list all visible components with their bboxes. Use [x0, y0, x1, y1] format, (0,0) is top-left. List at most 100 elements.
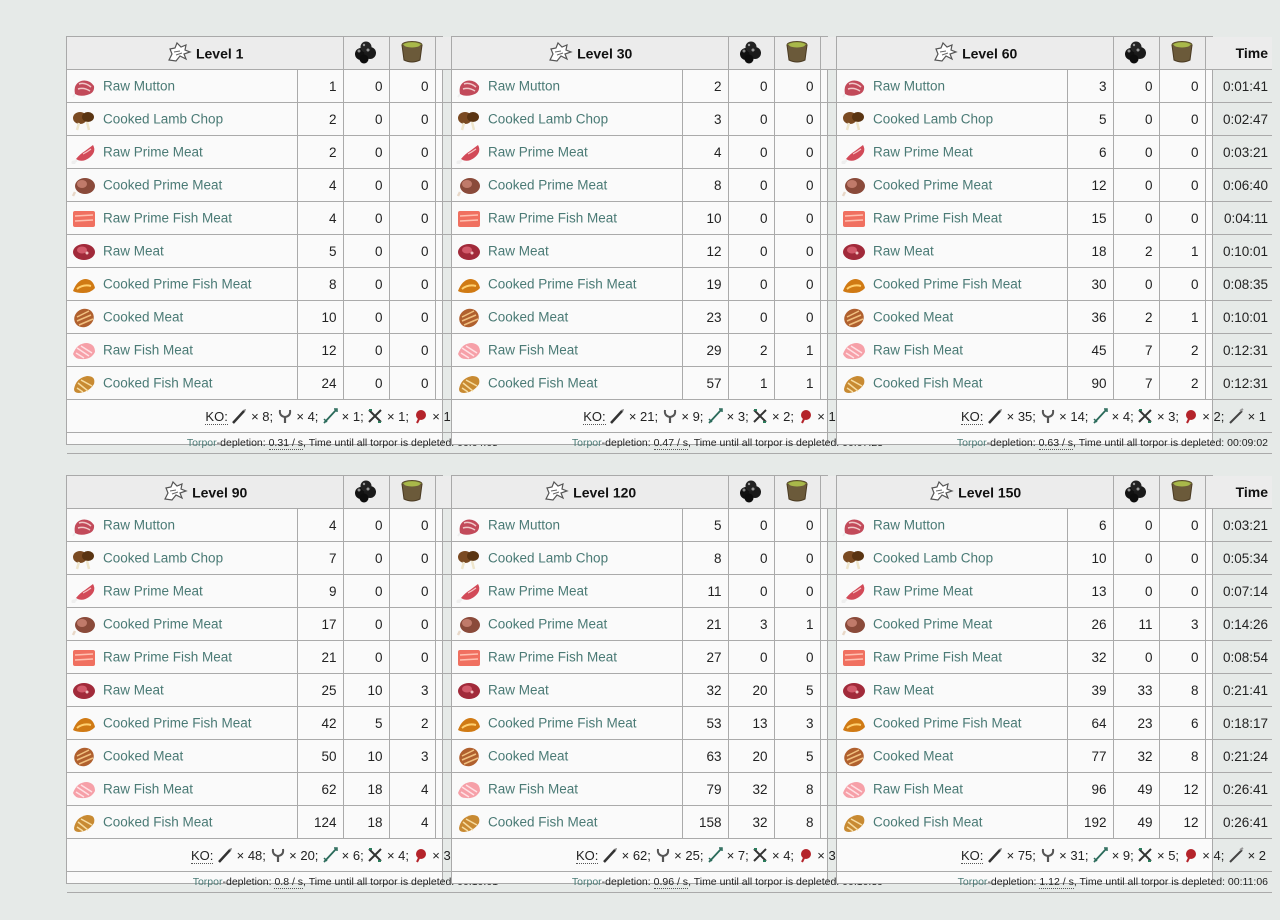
food-link[interactable]: Raw Prime Fish Meat [103, 210, 233, 226]
narcoberry-icon [352, 40, 380, 67]
food-cell: Raw Mutton [837, 508, 1068, 542]
food-link[interactable]: Cooked Prime Meat [873, 177, 993, 193]
food-link[interactable]: Raw Prime Fish Meat [103, 649, 233, 665]
food-cell: Raw Mutton [837, 69, 1068, 103]
torpor-link[interactable]: Torpor [186, 437, 217, 449]
food-link[interactable]: Raw Fish Meat [873, 781, 964, 797]
food-link[interactable]: Cooked Fish Meat [873, 375, 983, 391]
food-link[interactable]: Raw Mutton [873, 517, 946, 533]
food-link[interactable]: Cooked Prime Fish Meat [103, 276, 252, 292]
food-link[interactable]: Cooked Lamb Chop [873, 111, 994, 127]
food-link[interactable]: Cooked Prime Meat [488, 616, 608, 632]
food-link[interactable]: Raw Meat [873, 243, 934, 259]
food-link[interactable]: Raw Mutton [103, 78, 176, 94]
food-cell: Raw Mutton [452, 508, 683, 542]
food-link[interactable]: Raw Prime Fish Meat [873, 649, 1003, 665]
ko-count: × 1; [341, 409, 364, 424]
raw-fish-meat-icon [71, 340, 97, 360]
torpor-link[interactable]: Torpor [956, 437, 987, 449]
food-link[interactable]: Raw Fish Meat [103, 342, 194, 358]
food-link[interactable]: Cooked Prime Fish Meat [103, 715, 252, 731]
food-link[interactable]: Cooked Prime Fish Meat [873, 276, 1022, 292]
food-link[interactable]: Raw Mutton [103, 517, 176, 533]
food-link[interactable]: Raw Meat [873, 682, 934, 698]
time-cell: 0:21:24 [1204, 739, 1273, 773]
food-link[interactable]: Cooked Fish Meat [488, 814, 598, 830]
food-link[interactable]: Cooked Meat [488, 309, 569, 325]
narcoberry-cell: 7 [1112, 333, 1160, 367]
food-link[interactable]: Raw Mutton [873, 78, 946, 94]
raw-prime-meat-icon [456, 581, 482, 604]
food-link[interactable]: Cooked Meat [103, 748, 184, 764]
food-link[interactable]: Cooked Lamb Chop [103, 550, 224, 566]
food-cell: Cooked Lamb Chop [837, 541, 1068, 575]
food-link[interactable]: Cooked Prime Fish Meat [488, 276, 637, 292]
narcotic-cell: 0 [773, 102, 821, 136]
food-link[interactable]: Raw Prime Meat [873, 583, 973, 599]
torpor-link[interactable]: Torpor [957, 876, 988, 888]
food-link[interactable]: Raw Meat [488, 243, 549, 259]
food-link[interactable]: Cooked Prime Meat [103, 177, 223, 193]
food-link[interactable]: Raw Mutton [488, 517, 561, 533]
food-link[interactable]: Cooked Meat [488, 748, 569, 764]
raw-mutton-icon [841, 76, 867, 98]
food-link[interactable]: Raw Meat [103, 682, 164, 698]
torpor-link[interactable]: Torpor [192, 876, 223, 888]
food-link[interactable]: Raw Prime Meat [103, 583, 203, 599]
food-link[interactable]: Cooked Fish Meat [103, 814, 213, 830]
tranq-arrow-icon [707, 408, 723, 424]
level-card: Level 90 Time Raw Mutton 4 0 0 0:02:14 C… [66, 475, 502, 893]
food-link[interactable]: Raw Prime Fish Meat [873, 210, 1003, 226]
food-link[interactable]: Raw Prime Meat [488, 144, 588, 160]
food-link[interactable]: Cooked Fish Meat [103, 375, 213, 391]
food-link[interactable]: Cooked Prime Fish Meat [873, 715, 1022, 731]
quantity-cell: 10 [1066, 541, 1114, 575]
food-link[interactable]: Raw Fish Meat [103, 781, 194, 797]
food-link[interactable]: Raw Prime Meat [488, 583, 588, 599]
table-row: Cooked Fish Meat 57 1 1 0:07:56 [452, 366, 887, 400]
food-link[interactable]: Cooked Prime Fish Meat [488, 715, 637, 731]
food-link[interactable]: Cooked Prime Meat [873, 616, 993, 632]
food-link[interactable]: Cooked Lamb Chop [103, 111, 224, 127]
time-cell: 0:02:47 [1204, 102, 1272, 136]
food-link[interactable]: Raw Prime Meat [873, 144, 973, 160]
food-link[interactable]: Raw Meat [103, 243, 164, 259]
food-cell: Cooked Prime Meat [67, 607, 298, 641]
food-link[interactable]: Cooked Prime Meat [488, 177, 608, 193]
narcoberry-header [1112, 37, 1160, 70]
food-link[interactable]: Raw Prime Fish Meat [488, 649, 618, 665]
narcoberry-icon [352, 479, 380, 506]
ko-row: KO: × 21; × 9; × 3; × 2; × 1; × 1 [452, 399, 887, 433]
narcoberry-cell: 0 [342, 69, 390, 103]
ko-count: × 4; [386, 848, 410, 863]
food-link[interactable]: Raw Meat [488, 682, 549, 698]
food-link[interactable]: Raw Fish Meat [873, 342, 964, 358]
food-link[interactable]: Cooked Prime Meat [103, 616, 223, 632]
slingshot-icon [277, 408, 293, 424]
torpor-text: -depletion: [601, 876, 654, 888]
food-link[interactable]: Cooked Meat [873, 309, 954, 325]
food-link[interactable]: Cooked Meat [103, 309, 184, 325]
taming-table: Level 120 Time Raw Mutton 5 0 0 0:02:47 … [452, 476, 888, 893]
raw-prime-fish-meat-icon [841, 647, 867, 667]
cooked-fish-meat-icon [841, 373, 867, 393]
food-link[interactable]: Cooked Lamb Chop [488, 111, 609, 127]
food-link[interactable]: Raw Fish Meat [488, 342, 579, 358]
torpor-link[interactable]: Torpor [571, 437, 602, 449]
narcotic-icon [399, 39, 425, 68]
table-row: Raw Prime Fish Meat 10 0 0 0:02:47 [452, 201, 887, 235]
food-link[interactable]: Cooked Lamb Chop [488, 550, 609, 566]
food-link[interactable]: Raw Prime Fish Meat [488, 210, 618, 226]
food-link[interactable]: Cooked Fish Meat [488, 375, 598, 391]
food-link[interactable]: Cooked Fish Meat [873, 814, 983, 830]
food-link[interactable]: Raw Mutton [488, 78, 561, 94]
torpor-link[interactable]: Torpor [571, 876, 602, 888]
food-link[interactable]: Raw Prime Meat [103, 144, 203, 160]
food-link[interactable]: Cooked Lamb Chop [873, 550, 994, 566]
ko-count: × 2; [1202, 409, 1225, 424]
narcotic-cell: 0 [773, 168, 821, 202]
table-row: Cooked Fish Meat 192 49 12 0:26:41 [837, 805, 1273, 839]
quantity-cell: 77 [1066, 739, 1114, 773]
food-link[interactable]: Raw Fish Meat [488, 781, 579, 797]
food-link[interactable]: Cooked Meat [873, 748, 954, 764]
